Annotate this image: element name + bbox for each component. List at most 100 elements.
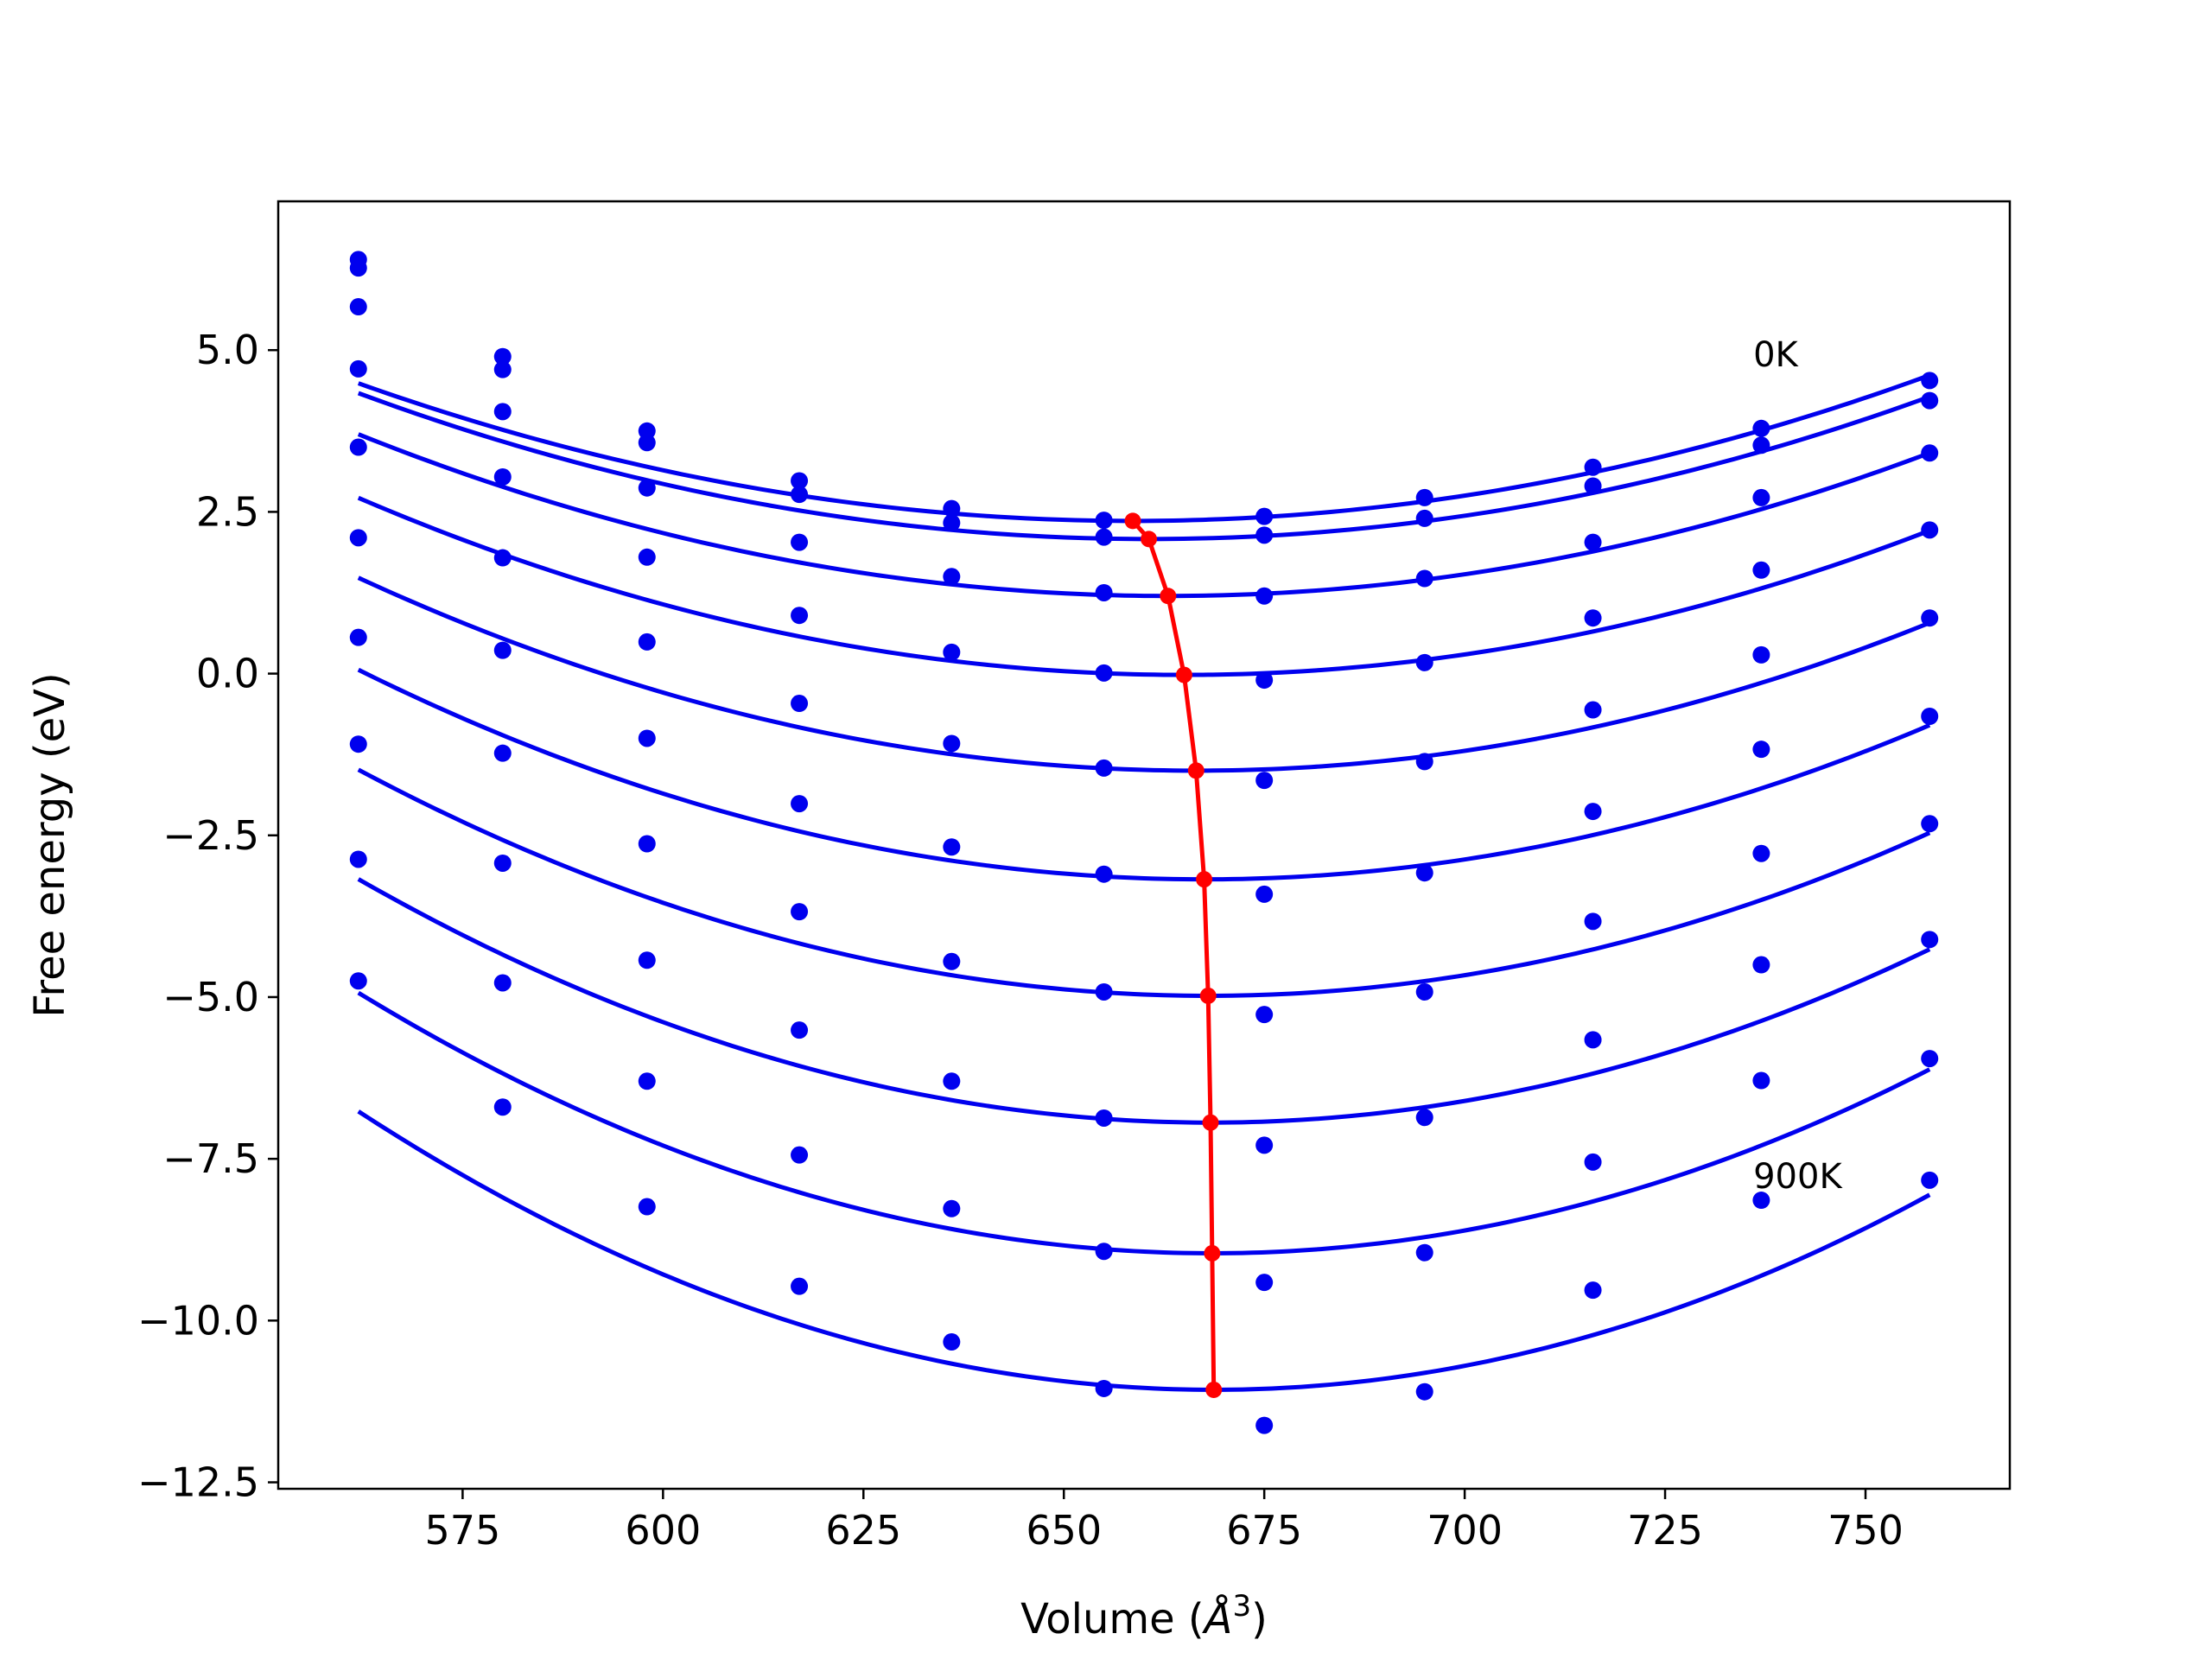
data-point xyxy=(1255,772,1274,790)
minimum-point xyxy=(1202,1114,1219,1131)
data-point xyxy=(1095,528,1113,546)
data-point xyxy=(1752,436,1770,454)
data-point xyxy=(349,298,367,316)
y-axis-ticks: 5.0 2.5 0.0 −2.5 −5.0 −7.5 −10.0 −12.5 xyxy=(137,327,278,1506)
data-point xyxy=(1095,1379,1113,1397)
data-point xyxy=(1255,1274,1274,1292)
data-point xyxy=(1095,512,1113,530)
fit-curve-5 xyxy=(357,667,1931,882)
data-point xyxy=(943,1199,961,1217)
x-tick-label: 600 xyxy=(625,1507,701,1554)
y-tick-label: 5.0 xyxy=(196,327,259,373)
data-point xyxy=(791,1146,809,1164)
data-point xyxy=(1255,885,1274,903)
annotation-label: 0K xyxy=(1753,335,1799,375)
fit-curves xyxy=(357,372,1931,1392)
x-tick-label: 650 xyxy=(1026,1507,1102,1554)
y-tick-label: −12.5 xyxy=(137,1459,259,1506)
data-point xyxy=(1584,533,1602,551)
data-point xyxy=(1415,488,1433,506)
data-point xyxy=(1255,671,1274,690)
data-point xyxy=(1415,653,1433,671)
data-point xyxy=(943,1072,961,1090)
data-point xyxy=(349,735,367,753)
data-point xyxy=(1584,477,1602,495)
data-point xyxy=(349,972,367,990)
data-points xyxy=(349,251,1939,1434)
data-point xyxy=(1095,1243,1113,1261)
data-point xyxy=(349,259,367,277)
minimum-point xyxy=(1160,588,1177,605)
data-point xyxy=(1255,526,1274,544)
data-point xyxy=(638,632,656,651)
data-point xyxy=(791,472,809,490)
data-point xyxy=(638,548,656,566)
annotations: 0K 900K xyxy=(1753,335,1843,1197)
y-tick-label: −5.0 xyxy=(162,974,259,1020)
data-point xyxy=(638,835,656,853)
minimum-point xyxy=(1199,987,1217,1004)
data-point xyxy=(1752,645,1770,664)
data-point xyxy=(1921,609,1939,627)
data-point xyxy=(349,628,367,646)
y-tick-label: 2.5 xyxy=(196,488,259,535)
data-point xyxy=(1415,1109,1433,1127)
x-tick-label: 625 xyxy=(825,1507,901,1554)
minimum-point xyxy=(1205,1381,1223,1398)
data-point xyxy=(1415,509,1433,527)
data-point xyxy=(1921,372,1939,390)
data-point xyxy=(638,479,656,497)
data-point xyxy=(349,438,367,456)
data-point xyxy=(1921,391,1939,410)
data-point xyxy=(638,729,656,747)
data-point xyxy=(943,838,961,856)
data-point xyxy=(1752,956,1770,974)
data-point xyxy=(638,951,656,969)
minimum-point xyxy=(1196,871,1213,888)
data-point xyxy=(1255,1006,1274,1024)
data-point xyxy=(943,952,961,970)
data-point xyxy=(1921,1050,1939,1068)
annotation-label: 900K xyxy=(1753,1157,1843,1197)
minimum-point xyxy=(1204,1244,1221,1262)
data-point xyxy=(791,695,809,713)
data-point xyxy=(1415,982,1433,1001)
data-point xyxy=(1095,759,1113,777)
minimum-point xyxy=(1124,512,1141,530)
data-point xyxy=(1095,583,1113,601)
data-point xyxy=(943,499,961,518)
plot-frame xyxy=(276,200,2012,1491)
data-point xyxy=(791,1277,809,1295)
fit-curve-0 xyxy=(357,372,1931,524)
y-tick-label: −2.5 xyxy=(162,812,259,859)
data-point xyxy=(1415,864,1433,882)
data-point xyxy=(1921,931,1939,949)
fit-curve-4 xyxy=(357,575,1931,773)
data-point xyxy=(349,529,367,547)
data-point xyxy=(943,734,961,753)
data-point xyxy=(1255,587,1274,605)
x-tick-label: 700 xyxy=(1427,1507,1503,1554)
y-tick-label: 0.0 xyxy=(196,651,259,697)
data-point xyxy=(1584,458,1602,476)
data-point xyxy=(493,854,512,872)
data-point xyxy=(349,850,367,868)
data-point xyxy=(493,744,512,762)
minimum-point xyxy=(1175,666,1192,683)
y-axis-title: Free energy (eV) xyxy=(26,672,74,1017)
data-point xyxy=(493,549,512,567)
data-point xyxy=(493,467,512,486)
data-point xyxy=(1095,865,1113,883)
data-point xyxy=(943,643,961,661)
data-point xyxy=(493,360,512,378)
data-point xyxy=(1584,1281,1602,1300)
minimum-point xyxy=(1141,531,1158,548)
minimum-path-line xyxy=(1131,519,1217,1390)
x-tick-label: 725 xyxy=(1627,1507,1703,1554)
data-point xyxy=(1584,803,1602,821)
data-point xyxy=(1752,1192,1770,1210)
data-point xyxy=(943,568,961,586)
data-point xyxy=(638,1198,656,1216)
